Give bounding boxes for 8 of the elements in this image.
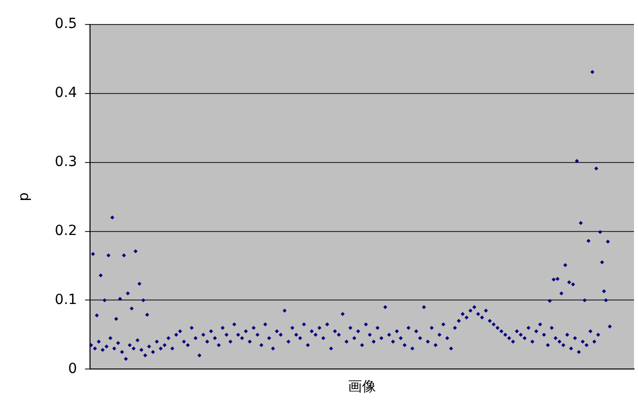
y-tick-label: 0.2	[54, 222, 78, 239]
y-tick-label: 0.5	[54, 16, 78, 32]
x-axis-title: 画像	[348, 379, 376, 396]
y-tick-label: 0.1	[54, 292, 78, 308]
y-axis-title: p	[16, 192, 32, 202]
y-tick-label: 0.3	[54, 154, 78, 170]
y-tick-label: 0	[68, 360, 78, 377]
y-tick-label: 0.4	[54, 85, 78, 101]
